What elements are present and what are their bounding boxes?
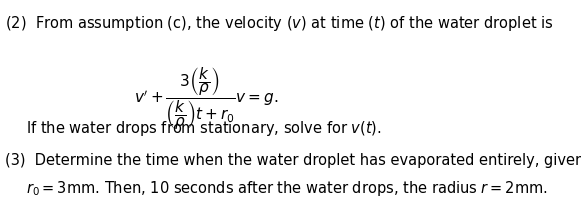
Text: $r_0 = 3$mm. Then, 10 seconds after the water drops, the radius $r = 2$mm.: $r_0 = 3$mm. Then, 10 seconds after the … [26,178,548,197]
Text: $v' + \dfrac{3\left(\dfrac{k}{\rho}\right)}{\left(\dfrac{k}{\rho}\right)t + r_0}: $v' + \dfrac{3\left(\dfrac{k}{\rho}\righ… [134,65,279,131]
Text: (3)  Determine the time when the water droplet has evaporated entirely, given th: (3) Determine the time when the water dr… [5,152,581,167]
Text: If the water drops from stationary, solve for $v(t)$.: If the water drops from stationary, solv… [26,119,382,137]
Text: (2)  From assumption (c), the velocity ($v$) at time ($t$) of the water droplet : (2) From assumption (c), the velocity ($… [5,14,554,33]
